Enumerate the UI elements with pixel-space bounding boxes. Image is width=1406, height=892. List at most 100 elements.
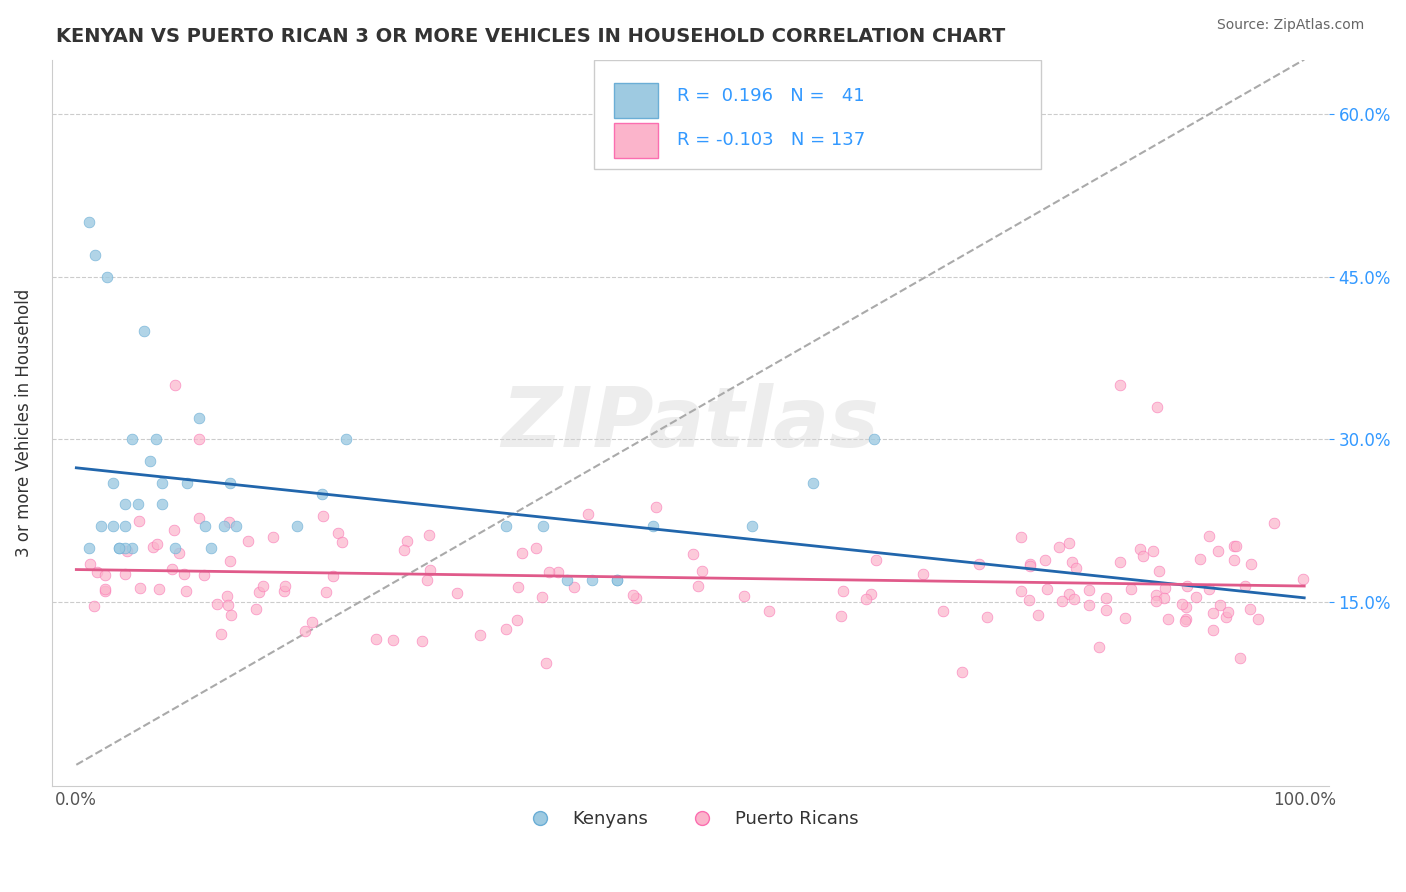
Point [205, 597, 228, 611]
Point [859, 587, 882, 601]
Point [285, 519, 308, 533]
Point [682, 547, 704, 561]
Point [911, 567, 934, 582]
Point [128, 514, 150, 528]
Point [209, 626, 232, 640]
Point [1063, 592, 1085, 607]
Point [174, 584, 197, 599]
Point [865, 553, 887, 567]
Point [114, 541, 136, 555]
Point [121, 433, 143, 447]
Point [83, 599, 105, 613]
Point [524, 541, 547, 555]
Point [273, 584, 295, 599]
Point [416, 573, 439, 587]
Point [1047, 540, 1070, 554]
Point [1202, 623, 1225, 637]
Point [79, 557, 101, 571]
Point [1174, 614, 1197, 628]
Point [150, 497, 173, 511]
Point [188, 410, 211, 425]
Point [139, 454, 162, 468]
Point [690, 564, 713, 578]
Point [644, 500, 666, 514]
Point [1132, 549, 1154, 564]
Point [741, 519, 763, 533]
Point [1057, 587, 1080, 601]
Point [225, 519, 247, 533]
Point [411, 633, 433, 648]
Point [132, 324, 155, 338]
Point [1077, 583, 1099, 598]
Point [495, 622, 517, 636]
Point [188, 510, 211, 524]
Point [557, 574, 579, 588]
Point [1052, 593, 1074, 607]
Point [176, 475, 198, 490]
Point [1129, 541, 1152, 556]
Point [1154, 581, 1177, 595]
Point [1078, 599, 1101, 613]
Point [1153, 591, 1175, 606]
Point [94, 583, 117, 598]
Point [247, 585, 270, 599]
Point [145, 433, 167, 447]
Point [162, 562, 184, 576]
Point [90, 519, 112, 533]
Point [1108, 555, 1130, 569]
Point [114, 497, 136, 511]
Point [219, 607, 242, 622]
Point [446, 586, 468, 600]
Point [115, 543, 138, 558]
Point [758, 604, 780, 618]
Point [1202, 606, 1225, 620]
Point [114, 567, 136, 582]
Point [395, 534, 418, 549]
Point [1060, 555, 1083, 569]
Point [162, 523, 184, 537]
FancyBboxPatch shape [595, 60, 1042, 169]
Point [77, 541, 100, 555]
Point [1156, 611, 1178, 625]
Point [1175, 612, 1198, 626]
Point [1208, 599, 1230, 613]
Point [537, 565, 560, 579]
Point [1119, 582, 1142, 596]
Point [294, 624, 316, 638]
Point [1175, 579, 1198, 593]
Point [315, 585, 337, 599]
Point [530, 590, 553, 604]
Point [108, 541, 131, 555]
Point [1292, 573, 1315, 587]
Point [1246, 612, 1268, 626]
Point [1189, 552, 1212, 566]
Point [217, 590, 239, 604]
Point [1018, 593, 1040, 607]
Point [93, 568, 115, 582]
Point [326, 525, 349, 540]
Point [606, 574, 628, 588]
Point [1198, 529, 1220, 543]
Point [1088, 640, 1111, 655]
Point [688, 579, 710, 593]
Point [1059, 536, 1081, 550]
Point [506, 613, 529, 627]
Point [322, 569, 344, 583]
Point [1223, 553, 1246, 567]
Y-axis label: 3 or more Vehicles in Household: 3 or more Vehicles in Household [15, 289, 32, 558]
Point [188, 433, 211, 447]
Point [108, 541, 131, 555]
Point [1185, 590, 1208, 604]
Point [1114, 611, 1136, 625]
Point [1239, 602, 1261, 616]
Point [418, 528, 440, 542]
Point [626, 591, 648, 605]
Point [976, 610, 998, 624]
Point [121, 541, 143, 555]
Legend: Kenyans, Puerto Ricans: Kenyans, Puerto Ricans [515, 803, 866, 836]
Point [967, 557, 990, 571]
Point [506, 580, 529, 594]
Point [392, 543, 415, 558]
Point [142, 541, 165, 555]
Point [581, 574, 603, 588]
